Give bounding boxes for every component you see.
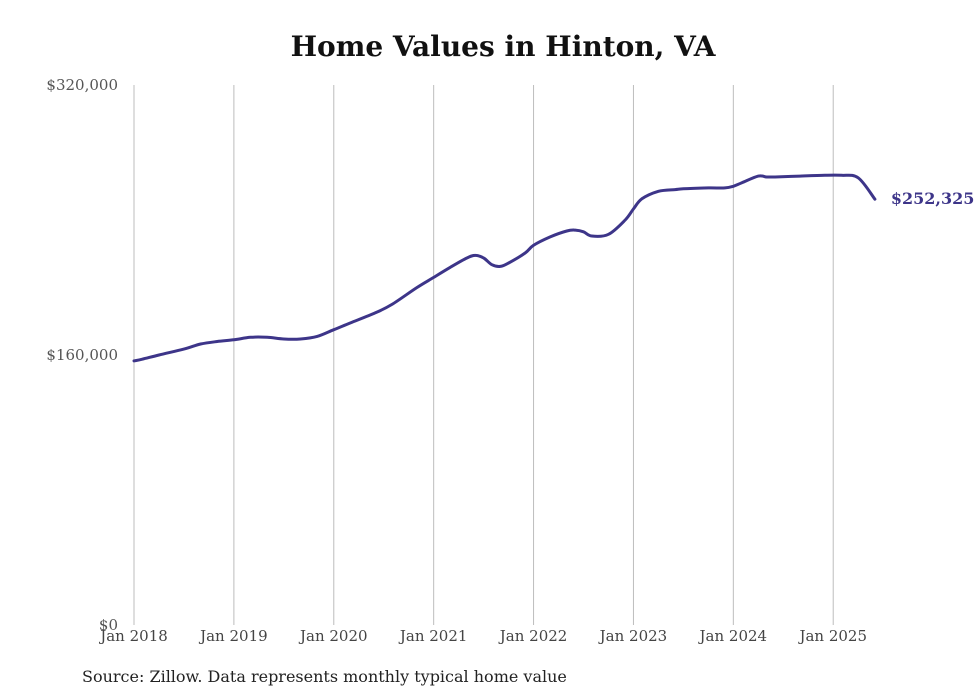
x-tick-label: Jan 2018 xyxy=(98,627,168,645)
grid-lines xyxy=(133,85,834,625)
end-value-label: $252,325 xyxy=(891,189,975,208)
line-chart: $0$160,000$320,000 Jan 2018 Jan 2019 Jan 2… xyxy=(46,76,975,645)
y-tick-label: $160,000 xyxy=(46,346,118,364)
x-tick-label: Jan 2022 xyxy=(498,627,568,645)
y-tick-label: $320,000 xyxy=(46,76,118,94)
x-tick-label: Jan 2019 xyxy=(198,627,268,645)
chart-title: Home Values in Hinton, VA xyxy=(290,30,716,63)
series-layer: $252,325 xyxy=(132,173,975,363)
y-tick-label: $0 xyxy=(99,616,118,634)
x-tick-label: Jan 2023 xyxy=(598,627,668,645)
x-axis-ticks: Jan 2018 Jan 2019 Jan 2020 Jan 2021 Jan 2022… xyxy=(98,627,867,645)
x-tick-label: Jan 2025 xyxy=(797,627,867,645)
source-note: Source: Zillow. Data represents monthly … xyxy=(82,667,567,686)
x-tick-label: Jan 2020 xyxy=(298,627,368,645)
x-tick-label: Jan 2024 xyxy=(698,627,768,645)
series-line xyxy=(132,173,877,363)
y-axis-ticks: $0 $160,000 $320,000 xyxy=(46,76,118,634)
x-tick-label: Jan 2021 xyxy=(398,627,468,645)
